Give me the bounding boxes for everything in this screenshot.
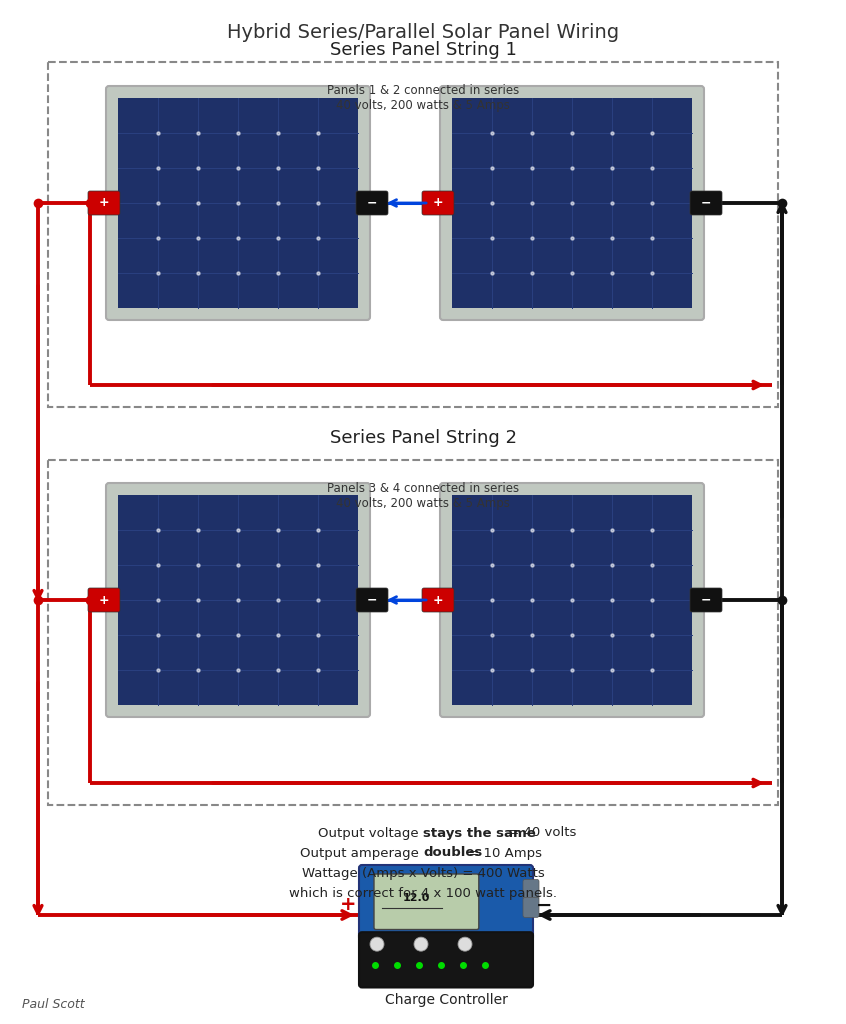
Text: −: − (700, 594, 711, 606)
Text: +: + (432, 197, 443, 210)
FancyBboxPatch shape (422, 191, 454, 215)
Text: Output amperage: Output amperage (299, 847, 423, 859)
Text: Panels 1 & 2 connected in series: Panels 1 & 2 connected in series (327, 84, 519, 96)
FancyBboxPatch shape (523, 897, 539, 918)
Text: stays the same: stays the same (423, 826, 536, 840)
FancyBboxPatch shape (359, 865, 533, 940)
Text: 40 volts, 200 watts & 5 Amps: 40 volts, 200 watts & 5 Amps (336, 99, 510, 113)
Text: −: − (367, 594, 377, 606)
FancyBboxPatch shape (422, 588, 454, 612)
Circle shape (370, 937, 384, 951)
Bar (452, 495, 692, 705)
FancyBboxPatch shape (374, 874, 479, 930)
Text: −: − (700, 197, 711, 210)
Text: Series Panel String 2: Series Panel String 2 (329, 429, 517, 447)
Bar (118, 98, 358, 308)
Bar (118, 495, 358, 705)
Text: +: + (99, 594, 109, 606)
Circle shape (414, 937, 428, 951)
Text: +: + (99, 197, 109, 210)
Text: Series Panel String 1: Series Panel String 1 (330, 41, 516, 59)
Text: +: + (432, 594, 443, 606)
FancyBboxPatch shape (356, 588, 388, 612)
Text: Output voltage: Output voltage (318, 826, 423, 840)
FancyBboxPatch shape (440, 483, 704, 717)
Text: = 40 volts: = 40 volts (504, 826, 577, 840)
FancyBboxPatch shape (690, 191, 722, 215)
FancyBboxPatch shape (440, 86, 704, 319)
FancyBboxPatch shape (359, 932, 533, 987)
Text: Wattage (Amps x Volts) = 400 Watts: Wattage (Amps x Volts) = 400 Watts (302, 866, 544, 880)
Circle shape (458, 937, 472, 951)
Text: 12.0: 12.0 (403, 893, 430, 902)
Text: Charge Controller: Charge Controller (385, 993, 508, 1007)
Text: +: + (340, 896, 356, 914)
Text: −: − (367, 197, 377, 210)
FancyBboxPatch shape (356, 191, 388, 215)
Text: = 10 Amps: = 10 Amps (464, 847, 541, 859)
Text: −: − (536, 896, 552, 914)
Text: 40 volts, 200 watts & 5 Amps: 40 volts, 200 watts & 5 Amps (336, 498, 510, 511)
Text: which is correct for 4 x 100 watt panels.: which is correct for 4 x 100 watt panels… (289, 887, 557, 899)
FancyBboxPatch shape (88, 191, 120, 215)
Text: doubles: doubles (423, 847, 482, 859)
FancyBboxPatch shape (523, 880, 539, 899)
Bar (452, 98, 692, 308)
FancyBboxPatch shape (106, 86, 370, 319)
FancyBboxPatch shape (106, 483, 370, 717)
FancyBboxPatch shape (88, 588, 120, 612)
Text: Paul Scott: Paul Scott (22, 998, 85, 1012)
FancyBboxPatch shape (690, 588, 722, 612)
Text: Hybrid Series/Parallel Solar Panel Wiring: Hybrid Series/Parallel Solar Panel Wirin… (227, 23, 619, 42)
Text: Panels 3 & 4 connected in series: Panels 3 & 4 connected in series (327, 481, 519, 495)
